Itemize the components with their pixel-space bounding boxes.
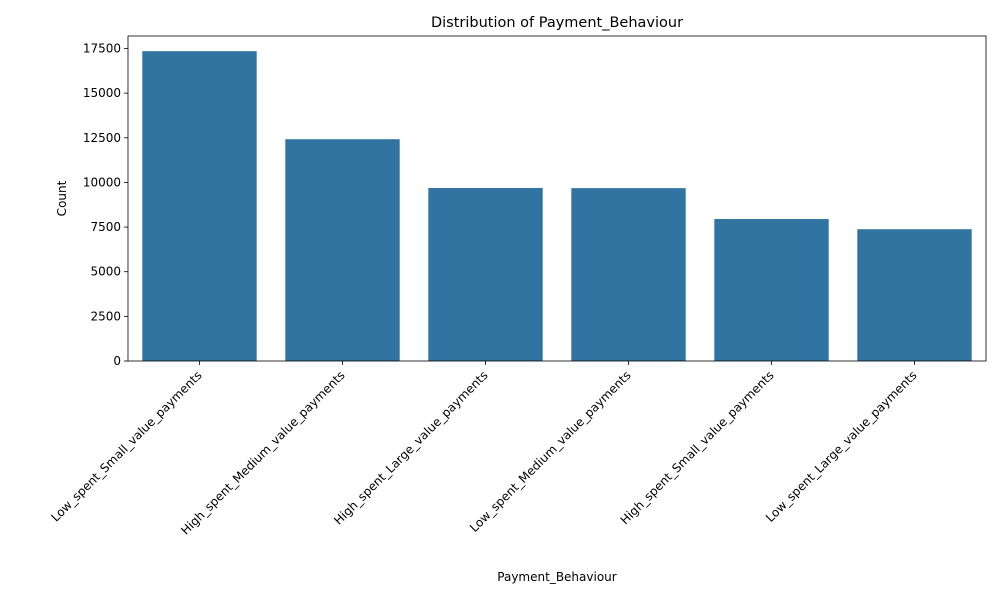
x-tick-label: High_spent_Large_value_payments bbox=[331, 368, 490, 527]
bar-2 bbox=[428, 187, 543, 361]
bar-4 bbox=[714, 219, 829, 361]
y-tick-label: 15000 bbox=[83, 86, 121, 100]
x-tick-label: Low_spent_Small_value_payments bbox=[48, 368, 204, 524]
bars-layer bbox=[142, 51, 972, 362]
x-axis: Low_spent_Small_value_paymentsHigh_spent… bbox=[48, 361, 920, 538]
y-tick-label: 12500 bbox=[83, 131, 121, 145]
x-tick-label: High_spent_Medium_value_payments bbox=[178, 368, 347, 537]
bar-3 bbox=[571, 188, 686, 361]
y-axis-label: Count bbox=[55, 180, 69, 216]
bar-1 bbox=[285, 139, 400, 361]
bar-0 bbox=[142, 51, 257, 362]
bar-5 bbox=[857, 229, 972, 361]
x-tick-label: Low_spent_Medium_value_payments bbox=[467, 368, 634, 535]
y-tick-label: 7500 bbox=[90, 220, 121, 234]
chart-title: Distribution of Payment_Behaviour bbox=[431, 15, 683, 31]
y-tick-label: 17500 bbox=[83, 42, 121, 56]
y-tick-label: 0 bbox=[113, 354, 121, 368]
y-tick-label: 10000 bbox=[83, 175, 121, 189]
x-tick-label: Low_spent_Large_value_payments bbox=[763, 368, 920, 525]
y-tick-label: 2500 bbox=[90, 309, 121, 323]
plot-frame bbox=[127, 35, 987, 362]
x-tick-label: High_spent_Small_value_payments bbox=[618, 368, 777, 527]
x-axis-label: Payment_Behaviour bbox=[497, 570, 616, 584]
y-tick-label: 5000 bbox=[90, 265, 121, 279]
y-axis: 0 2500 5000 7500 10000 12500 15000 17500 bbox=[83, 42, 128, 368]
